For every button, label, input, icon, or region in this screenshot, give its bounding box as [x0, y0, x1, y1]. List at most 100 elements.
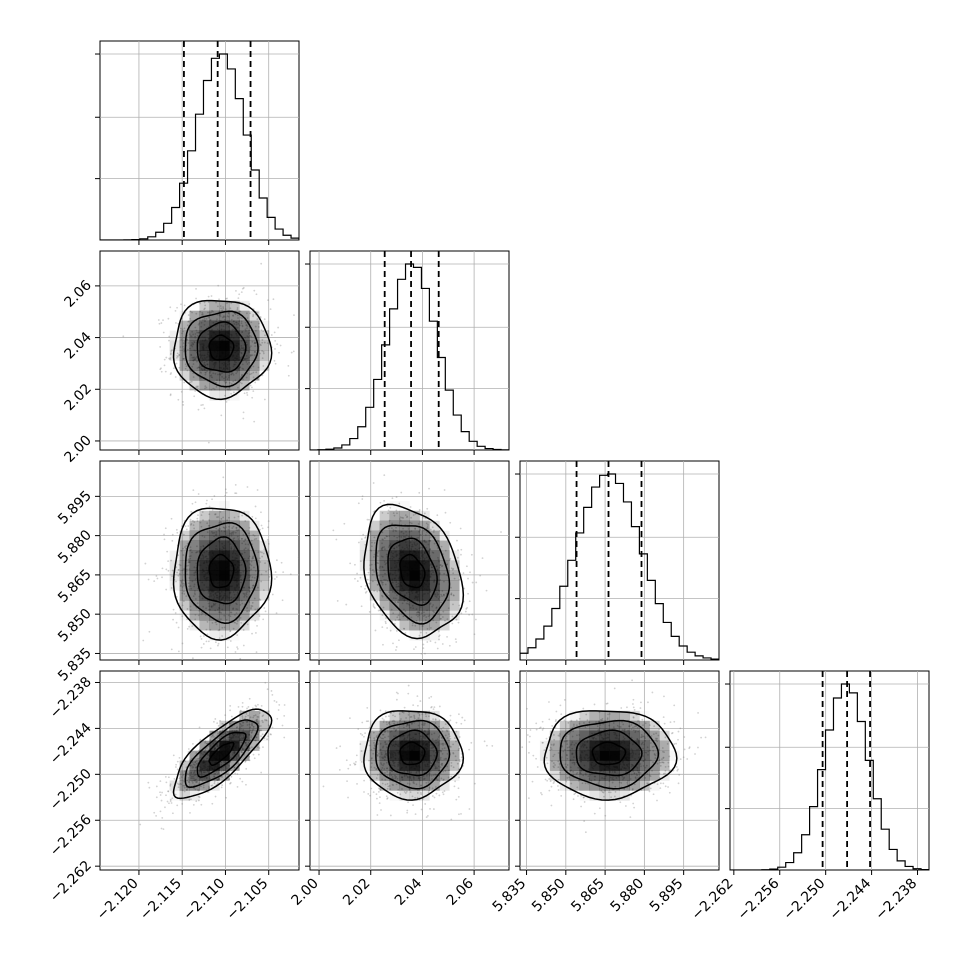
sample-point: [441, 762, 443, 765]
density-cell: [229, 320, 240, 331]
sample-point: [448, 735, 451, 738]
sample-point: [206, 499, 208, 502]
sample-point: [386, 787, 389, 790]
sample-point: [427, 728, 430, 730]
sample-point: [224, 527, 226, 530]
sample-point: [250, 560, 253, 563]
sample-point: [207, 791, 210, 793]
sample-point: [403, 627, 405, 630]
sample-point: [274, 348, 276, 350]
sample-point: [175, 621, 178, 624]
sample-point: [415, 614, 418, 616]
sample-point: [263, 398, 266, 401]
sample-point: [373, 737, 376, 740]
density-cell: [189, 370, 200, 381]
sample-point: [235, 527, 238, 529]
density-cell: [179, 320, 190, 331]
sample-point: [209, 647, 212, 650]
sample-point: [381, 582, 384, 584]
sample-point: [177, 783, 180, 786]
sample-point: [442, 610, 445, 613]
sample-point: [392, 714, 394, 717]
sample-point: [438, 794, 441, 797]
sample-point: [376, 754, 379, 757]
sample-point: [433, 611, 436, 614]
sample-point: [233, 766, 236, 769]
sample-point: [423, 788, 426, 791]
sample-point: [429, 539, 432, 542]
sample-point: [188, 560, 190, 563]
density-cell: [389, 580, 400, 591]
sample-point: [277, 709, 280, 711]
sample-point: [163, 364, 166, 367]
sample-point: [202, 786, 205, 789]
density-cell: [429, 600, 440, 611]
sample-point: [441, 747, 444, 750]
sample-point: [177, 554, 180, 557]
density-cell: [219, 750, 230, 761]
sample-point: [210, 295, 213, 297]
sample-point: [181, 642, 184, 645]
sample-point: [264, 334, 266, 337]
sample-point: [370, 563, 373, 566]
sample-point: [420, 784, 422, 787]
sample-point: [251, 340, 254, 343]
sample-point: [261, 719, 264, 722]
sample-point: [206, 746, 208, 749]
density-cell: [439, 600, 450, 611]
sample-point: [359, 576, 362, 579]
sample-point: [456, 762, 459, 765]
contour-level-3: [172, 507, 273, 641]
density-cell: [449, 610, 460, 621]
sample-point: [225, 400, 228, 403]
sample-point: [224, 526, 227, 529]
density-cell: [249, 310, 260, 321]
sample-point: [167, 790, 170, 793]
sample-point: [194, 618, 197, 621]
sample-point: [227, 528, 230, 531]
sample-point: [178, 354, 180, 357]
sample-point: [377, 787, 380, 790]
density-cell: [219, 600, 230, 611]
sample-point: [357, 728, 360, 730]
density-cell: [219, 360, 230, 371]
density-cell: [239, 320, 250, 331]
sample-point: [261, 715, 264, 718]
sample-point: [425, 632, 428, 634]
sample-point: [443, 489, 446, 491]
sample-point: [418, 614, 421, 616]
sample-point: [278, 704, 281, 706]
sample-point: [170, 517, 173, 520]
sample-point: [433, 706, 436, 709]
sample-point: [465, 608, 468, 610]
sample-point: [262, 552, 265, 555]
sample-point: [441, 595, 443, 598]
density-cell: [249, 540, 260, 551]
sample-point: [263, 341, 266, 344]
sample-point: [183, 449, 184, 450]
sample-point: [162, 828, 165, 831]
sample-point: [256, 378, 259, 381]
sample-point: [379, 609, 382, 612]
sample-point: [393, 727, 396, 730]
sample-point: [173, 778, 176, 780]
density-cell: [449, 560, 460, 571]
sample-point: [180, 582, 183, 584]
density-cell: [219, 590, 230, 601]
sample-point: [169, 394, 172, 397]
sample-point: [193, 521, 196, 523]
sample-point: [404, 792, 407, 794]
density-cell: [249, 710, 260, 722]
sample-point: [235, 726, 238, 729]
sample-point: [430, 706, 433, 708]
sample-point: [142, 639, 145, 642]
density-cell: [259, 330, 270, 341]
sample-point: [215, 301, 217, 304]
sample-point: [392, 612, 395, 615]
density-cell: [229, 380, 240, 391]
density-cell: [239, 740, 250, 751]
density-cell: [219, 580, 230, 591]
sample-point: [193, 395, 196, 398]
sample-point: [218, 528, 221, 530]
density-cell: [179, 310, 190, 321]
